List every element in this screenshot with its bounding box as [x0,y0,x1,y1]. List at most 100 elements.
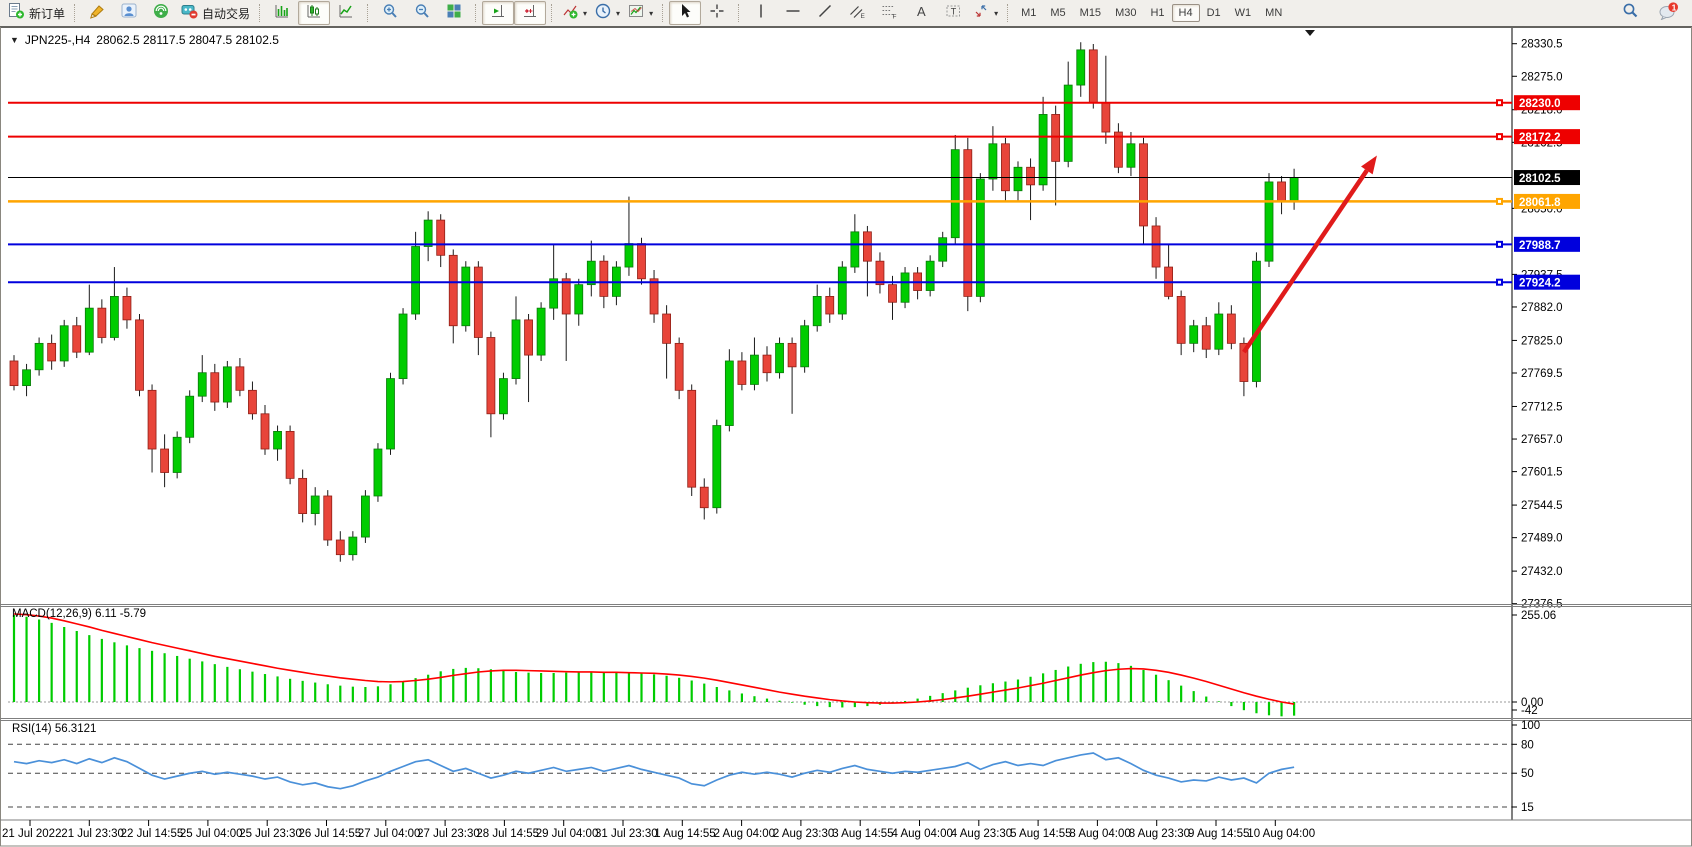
line-chart-button[interactable] [330,1,362,25]
arrows-button[interactable]: ▾ [969,1,1002,25]
timeframe-m30-button[interactable]: M30 [1115,7,1137,19]
svg-text:A: A [917,4,926,19]
timeframe-m15-button[interactable]: M15 [1079,7,1102,19]
periods-button[interactable]: ▾ [591,1,624,25]
timeframe-w1-button[interactable]: W1 [1234,7,1252,19]
timeframe-h1-button[interactable]: H1 [1150,7,1165,19]
candle-body [222,366,232,403]
candle-body [699,486,709,509]
vertical-line-button[interactable] [745,1,777,25]
candle-body [310,495,320,514]
vertical-line-icon [755,3,767,24]
rsi-axis-label: 80 [1521,739,1534,751]
time-axis-label: 8 Aug 04:00 [1069,828,1130,840]
indicators-button[interactable]: ▾ [558,1,591,25]
rsi-axis-label: 100 [1521,720,1540,732]
zoom-out-icon [414,3,430,24]
candle-body [662,313,671,344]
shift-marker-icon [1305,30,1315,36]
templates-button[interactable]: ▾ [624,1,657,25]
bar-chart-button[interactable] [266,1,298,25]
equidistant-channel-button[interactable]: E [841,1,873,25]
toolbar-separator [259,4,261,22]
fibonacci-button[interactable]: F [873,1,905,25]
cursor-button[interactable] [669,1,702,25]
symbol-dropdown-icon[interactable]: ▼ [10,35,19,45]
community-button[interactable] [113,1,145,25]
candle-body [360,495,370,538]
candle-body [386,378,395,450]
price-badge-label: 27924.2 [1519,278,1561,290]
signals-button[interactable] [145,1,177,25]
candlestick-chart-button[interactable] [298,1,331,25]
toolbar-separator [367,4,369,22]
price-tick-label: 27432.0 [1521,566,1563,578]
candle-body [950,149,960,239]
candle-body [160,448,170,473]
autoscroll-icon [490,3,506,24]
autoscroll-button[interactable] [482,1,515,25]
candle-body [687,389,697,488]
candle-body [1201,325,1211,350]
time-axis-label: 8 Aug 23:30 [1129,828,1190,840]
candle-body [185,395,195,438]
new-order-button[interactable]: 新订单 [4,1,69,25]
toolbar-separator [74,4,76,22]
candle-body [122,296,132,321]
notifications-button[interactable]: 1 [1652,1,1684,25]
search-button[interactable] [1614,1,1646,25]
candle-body [147,389,157,450]
candle-body [536,307,546,356]
trend-arrow[interactable] [1242,169,1369,354]
toolbar: 新订单 自动交易 [0,0,1692,26]
candle-body [172,436,182,473]
price-badge-label: 28061.8 [1519,197,1561,209]
time-axis-label: 5 Aug 14:55 [1010,828,1071,840]
text-button[interactable]: A [905,1,937,25]
trend-arrow-head[interactable] [1361,155,1377,175]
fibonacci-icon: F [881,3,898,24]
chart-canvas[interactable]: 28330.528275.028218.028162.528050.027937… [0,26,1692,847]
price-badge-label: 28230.0 [1519,98,1561,110]
price-tick-label: 27657.0 [1521,434,1563,446]
chart-panel[interactable] [0,26,1692,847]
zoom-out-button[interactable] [406,1,438,25]
timeframe-h4-button[interactable]: H4 [1171,4,1200,22]
candle-body [335,539,345,556]
timeframe-mn-button[interactable]: MN [1265,7,1283,19]
timeframe-m1-button[interactable]: M1 [1021,7,1037,19]
zoom-in-button[interactable] [374,1,406,25]
candle-body [248,389,257,415]
line-handle-dot [1498,280,1501,284]
candle-body [787,342,797,368]
candle-body [1038,114,1048,186]
candle-body [197,372,207,397]
candle-body [837,266,847,315]
candle-body [825,296,835,315]
crosshair-button[interactable] [701,1,733,25]
chart-shift-button[interactable] [514,1,547,25]
candle-body [1063,84,1073,162]
tile-windows-button[interactable] [438,1,470,25]
candle-body [1101,102,1111,133]
candle-body [84,307,94,353]
time-axis-label: 26 Jul 14:55 [299,828,362,840]
candle-body [812,296,822,327]
timeframe-d1-button[interactable]: D1 [1206,7,1221,19]
line-handle-dot [1498,242,1501,246]
price-tick-label: 28330.5 [1521,39,1563,51]
trendline-button[interactable] [809,1,841,25]
styler-button[interactable] [81,1,113,25]
horizontal-line-button[interactable] [777,1,809,25]
macd-axis-label: -42 [1521,705,1538,717]
candle-body [235,366,245,391]
candle-body [649,278,659,315]
price-badge [1514,236,1580,252]
text-label-button[interactable]: T [937,1,969,25]
time-axis-label: 9 Aug 14:55 [1188,828,1249,840]
time-axis-label: 2 Aug 23:30 [773,828,834,840]
timeframe-m5-button[interactable]: M5 [1050,7,1066,19]
autotrading-button[interactable]: 自动交易 [177,1,254,25]
candle-body [586,260,596,286]
